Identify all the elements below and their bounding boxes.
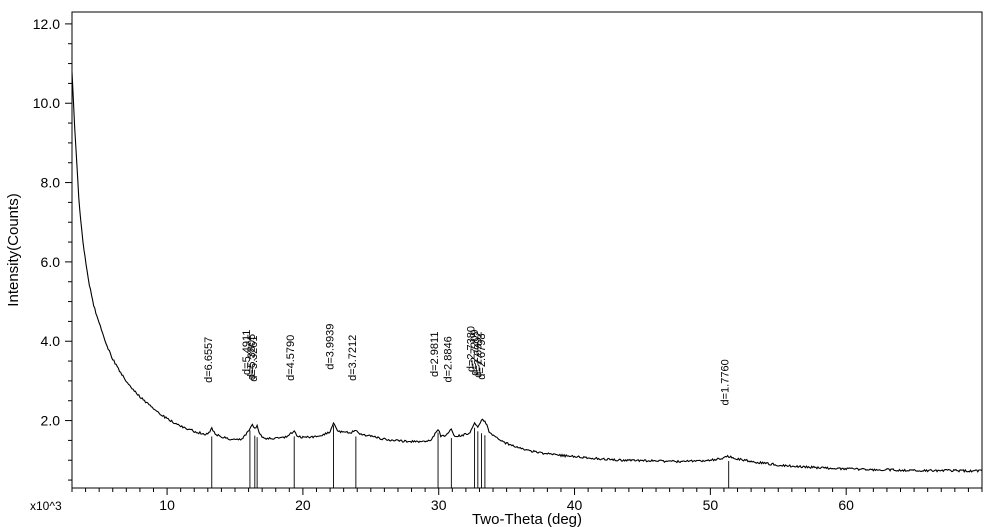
y-tick-label: 4.0 [41,333,61,349]
peak-d-label: d=3.9939 [324,324,336,370]
y-axis-title: Intensity(Counts) [5,193,22,306]
peak-labels: d=6.6557d=5.4911d=5.3805d=5.3261d=4.5790… [203,324,732,406]
x-tick-label: 50 [703,497,719,513]
peak-d-label: d=6.6557 [203,337,215,383]
x-tick-label: 10 [159,497,175,513]
peak-d-label: d=3.7212 [347,335,359,381]
y-axis-multiplier: x10^3 [30,499,62,513]
plot-border [72,12,982,488]
y-tick-label: 2.0 [41,413,61,429]
x-tick-label: 20 [295,497,311,513]
peak-d-label: d=2.9811 [429,332,441,377]
x-axis-title: Two-Theta (deg) [472,511,582,527]
peak-d-label: d=2.8846 [442,336,454,382]
xrd-trace [72,72,982,472]
y-tick-label: 6.0 [41,254,61,270]
peak-d-label: d=5.3261 [248,336,260,382]
peak-d-label: d=1.7760 [720,359,732,405]
xrd-chart: 2.04.06.08.010.012.0 102030405060 d=6.65… [0,0,1000,527]
peak-d-label: d=2.6798 [476,334,488,380]
y-tick-label: 8.0 [41,175,61,191]
y-axis: 2.0 4.0 6.0 8.0 10.0 12.0 [33,16,72,480]
y-tick-label: 10.0 [33,95,60,111]
trace-path [72,72,982,472]
y-tick-label: 12.0 [33,16,60,32]
peak-d-label: d=4.5790 [285,335,297,381]
x-tick-label: 60 [838,497,854,513]
x-axis: 102030405060 [72,488,982,513]
x-tick-label: 30 [431,497,447,513]
